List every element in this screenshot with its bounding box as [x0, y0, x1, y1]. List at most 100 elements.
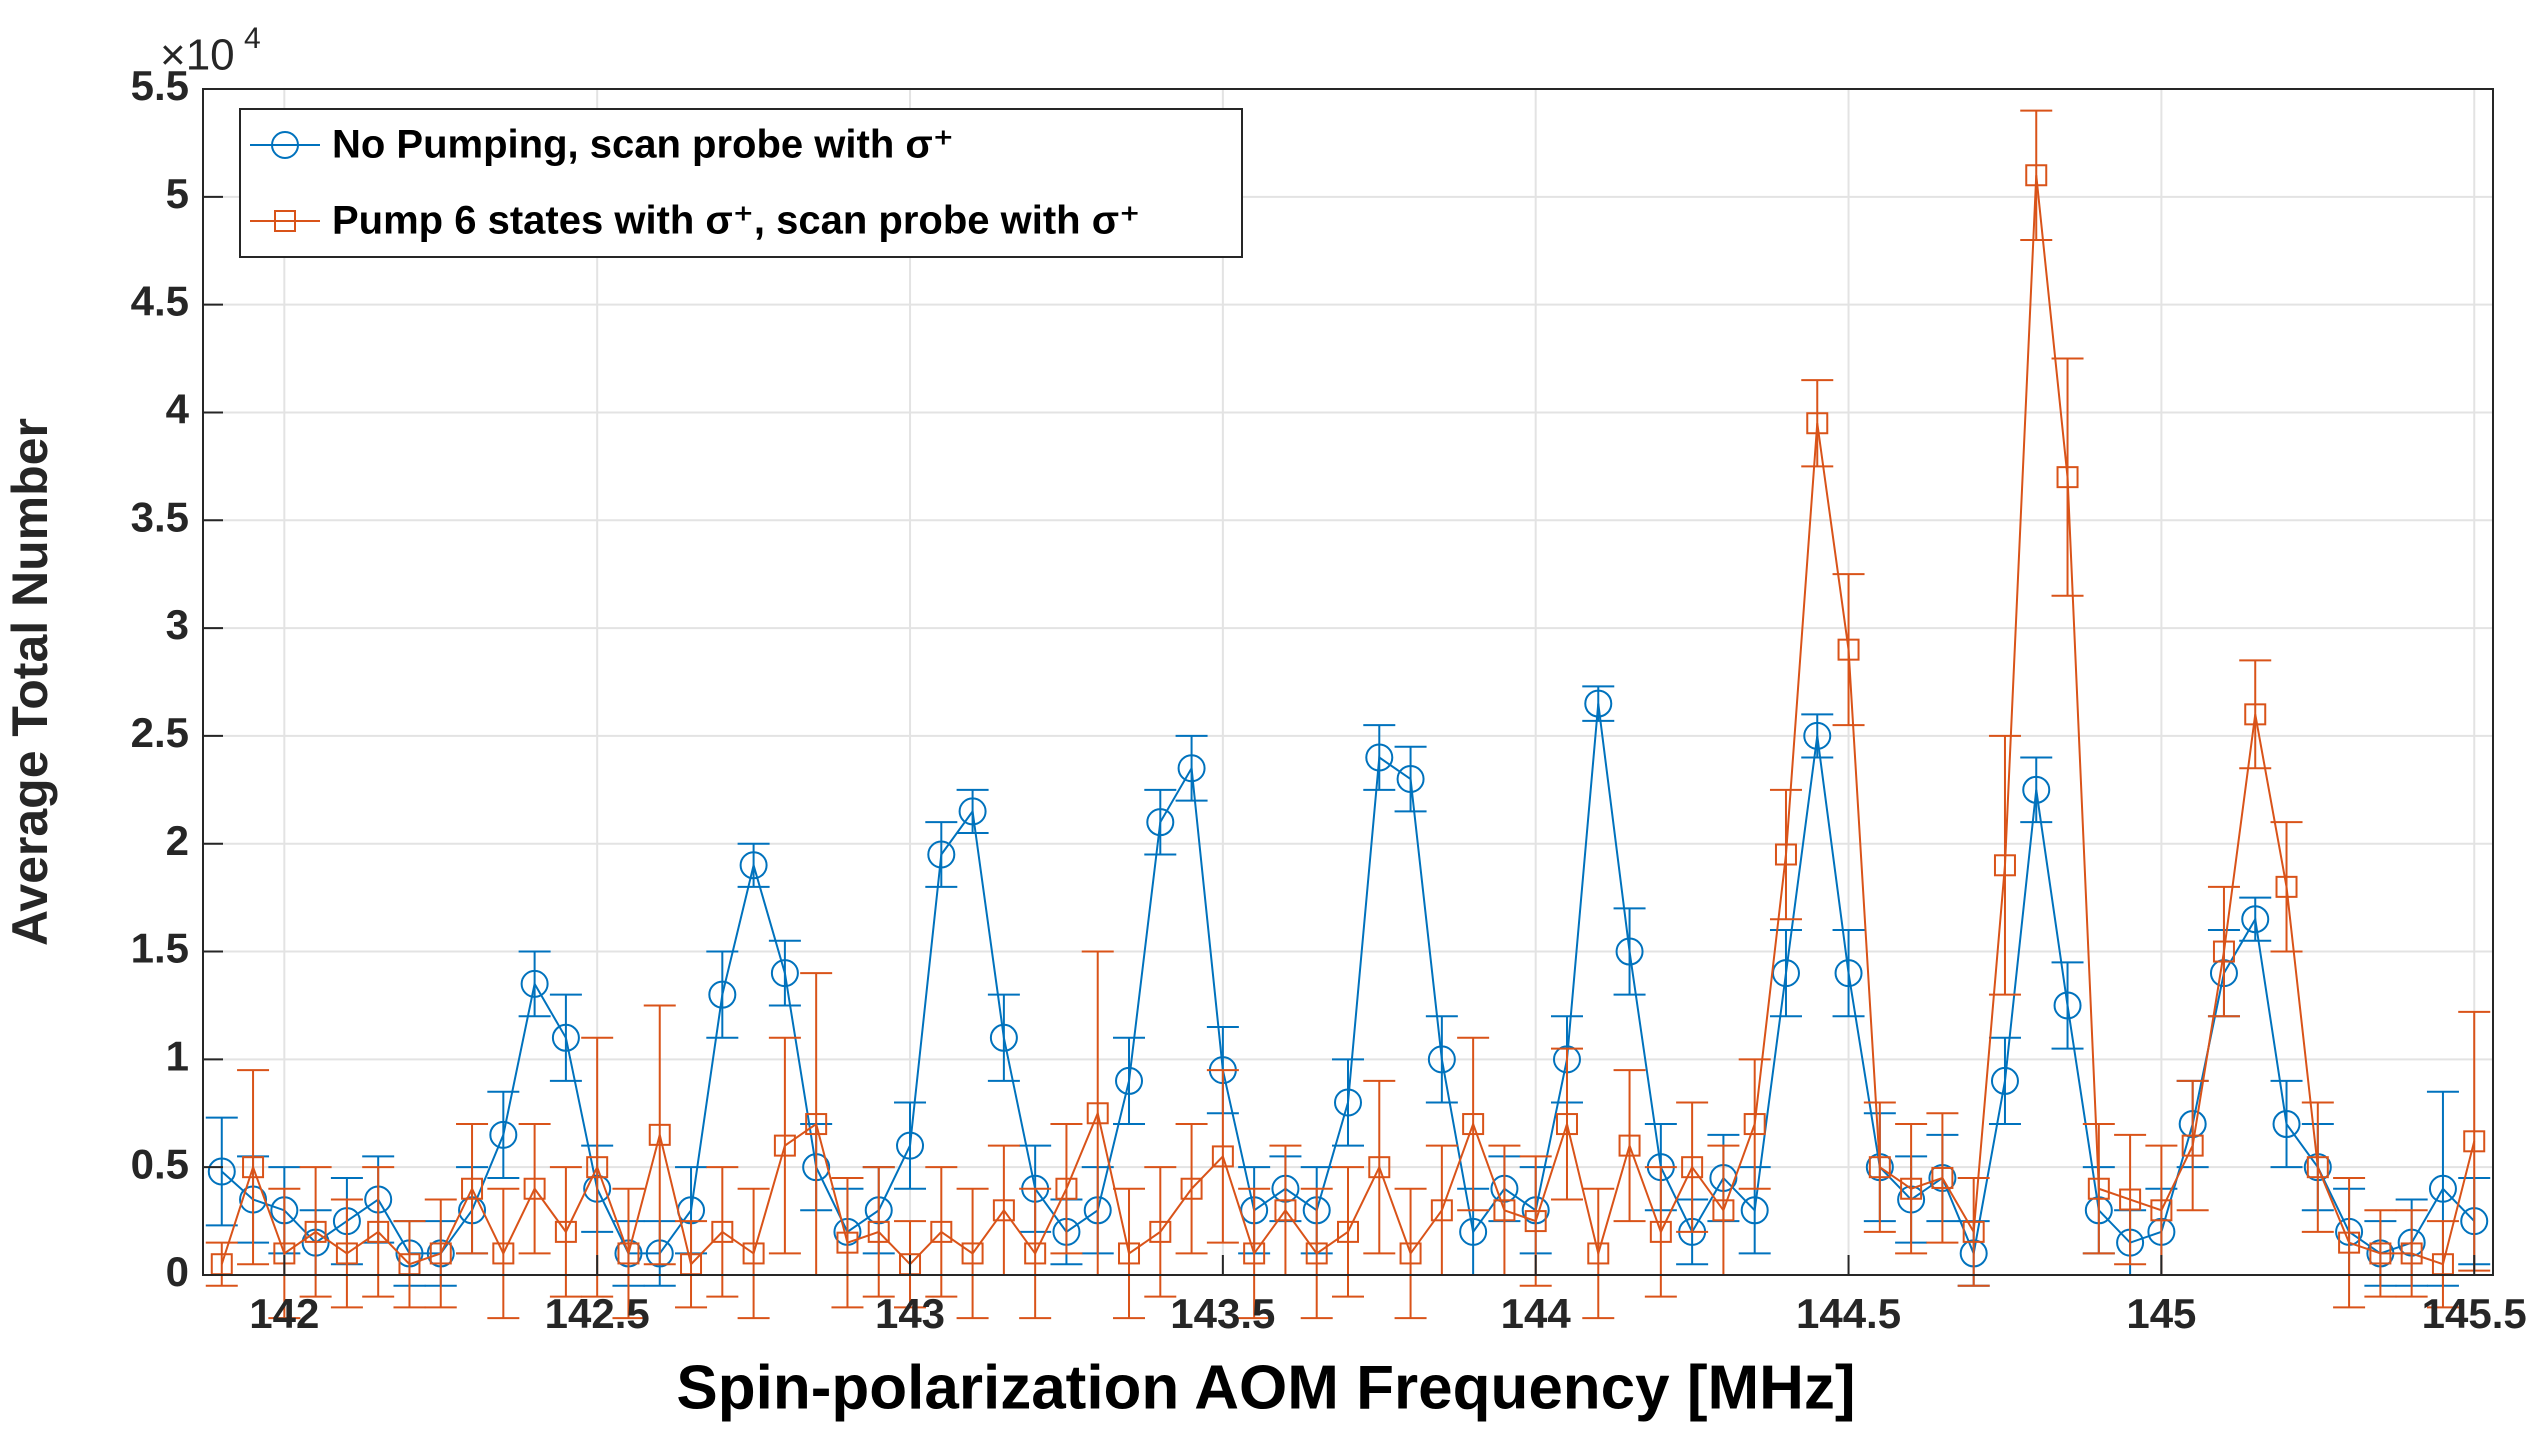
x-tick-label: 143	[875, 1290, 945, 1337]
error-bar	[2426, 1220, 2459, 1309]
error-bar	[456, 1123, 489, 1255]
marker	[2400, 1242, 2423, 1265]
marker	[492, 1242, 515, 1265]
marker	[2022, 775, 2051, 804]
marker	[1337, 1220, 1359, 1243]
marker	[554, 1220, 577, 1243]
marker	[927, 840, 956, 869]
error-bar	[894, 1101, 927, 1190]
error-bar	[1988, 1036, 2021, 1126]
marker	[1427, 1045, 1456, 1074]
error-bar	[2270, 821, 2303, 953]
error-bar	[487, 1187, 520, 1320]
marker	[461, 1177, 484, 1200]
marker	[1086, 1102, 1109, 1125]
marker	[992, 1199, 1015, 1222]
y-tick-label: 3.5	[131, 493, 189, 540]
marker	[2306, 1156, 2329, 1179]
error-bar	[1550, 1047, 1583, 1201]
marker	[1334, 1088, 1362, 1117]
error-bar	[549, 993, 582, 1082]
marker	[1743, 1113, 1766, 1136]
y-tick-label: 1	[166, 1032, 189, 1079]
y-tick-label: 4.5	[131, 278, 189, 325]
error-bar	[2114, 1133, 2147, 1266]
marker	[617, 1242, 640, 1265]
marker	[989, 1023, 1018, 1052]
marker	[2428, 1174, 2457, 1203]
marker	[1396, 765, 1425, 794]
y-tick-label: 1.5	[131, 925, 189, 972]
error-bar	[237, 1069, 270, 1266]
marker	[304, 1220, 327, 1243]
marker	[1430, 1199, 1453, 1222]
marker	[708, 980, 737, 1009]
marker	[958, 797, 987, 826]
error-bar	[1425, 1015, 1458, 1104]
error-bar	[1801, 713, 1834, 759]
x-tick-label: 142.5	[545, 1290, 650, 1337]
marker	[207, 1157, 236, 1186]
error-bar	[2270, 1079, 2303, 1169]
marker	[2338, 1231, 2361, 1254]
error-bar	[518, 950, 551, 1018]
marker	[1211, 1145, 1234, 1168]
x-tick-label: 145.5	[2422, 1290, 2527, 1337]
marker	[1803, 721, 1832, 750]
marker	[2241, 905, 2270, 934]
error-bar	[1363, 724, 1396, 791]
error-bar	[956, 788, 989, 834]
marker	[2272, 1110, 2301, 1139]
marker	[739, 851, 768, 880]
error-bar	[1175, 1123, 1208, 1255]
error-bar	[1988, 734, 2021, 996]
marker	[1274, 1199, 1297, 1222]
error-bar	[1832, 928, 1865, 1018]
marker	[805, 1113, 828, 1136]
error-bar	[1801, 379, 1834, 468]
error-bar	[1613, 1069, 1646, 1223]
marker	[2087, 1177, 2110, 1200]
error-bar	[768, 939, 801, 1007]
error-bar	[706, 950, 739, 1039]
marker	[586, 1156, 609, 1179]
legend: No Pumping, scan probe with σ⁺ Pump 6 sta…	[239, 108, 1243, 258]
legend-marker	[271, 131, 299, 159]
marker	[1177, 754, 1206, 783]
error-bar	[1926, 1112, 1959, 1244]
error-bar	[1895, 1123, 1928, 1255]
error-bar	[2176, 1079, 2209, 1212]
marker	[1837, 638, 1860, 661]
marker	[1962, 1220, 1985, 1243]
error-bar	[1238, 1187, 1271, 1320]
marker	[773, 1134, 796, 1157]
error-bar	[2020, 109, 2053, 241]
plot-area	[205, 109, 2491, 1320]
error-bar	[424, 1198, 457, 1309]
marker	[867, 1220, 890, 1243]
marker	[242, 1156, 265, 1179]
marker	[2369, 1242, 2392, 1265]
y-tick-label: 4	[166, 386, 190, 433]
error-bar	[737, 1187, 770, 1320]
marker	[930, 1220, 953, 1243]
error-bar	[1363, 1079, 1396, 1255]
error-bar	[2395, 1209, 2428, 1298]
marker	[1615, 937, 1644, 966]
marker	[1990, 1066, 2019, 1095]
error-bar	[956, 1187, 989, 1320]
marker	[1834, 959, 1863, 988]
marker	[2053, 991, 2082, 1020]
marker	[1462, 1113, 1485, 1136]
marker	[1555, 1113, 1578, 1136]
error-bar	[737, 842, 770, 888]
error-bar	[1769, 788, 1802, 921]
error-bar	[205, 1116, 238, 1227]
marker	[1305, 1242, 1328, 1265]
marker	[1584, 689, 1613, 718]
error-bar	[925, 821, 958, 888]
marker	[2212, 940, 2235, 963]
error-bar	[2239, 896, 2272, 942]
error-bar	[1676, 1101, 1709, 1233]
